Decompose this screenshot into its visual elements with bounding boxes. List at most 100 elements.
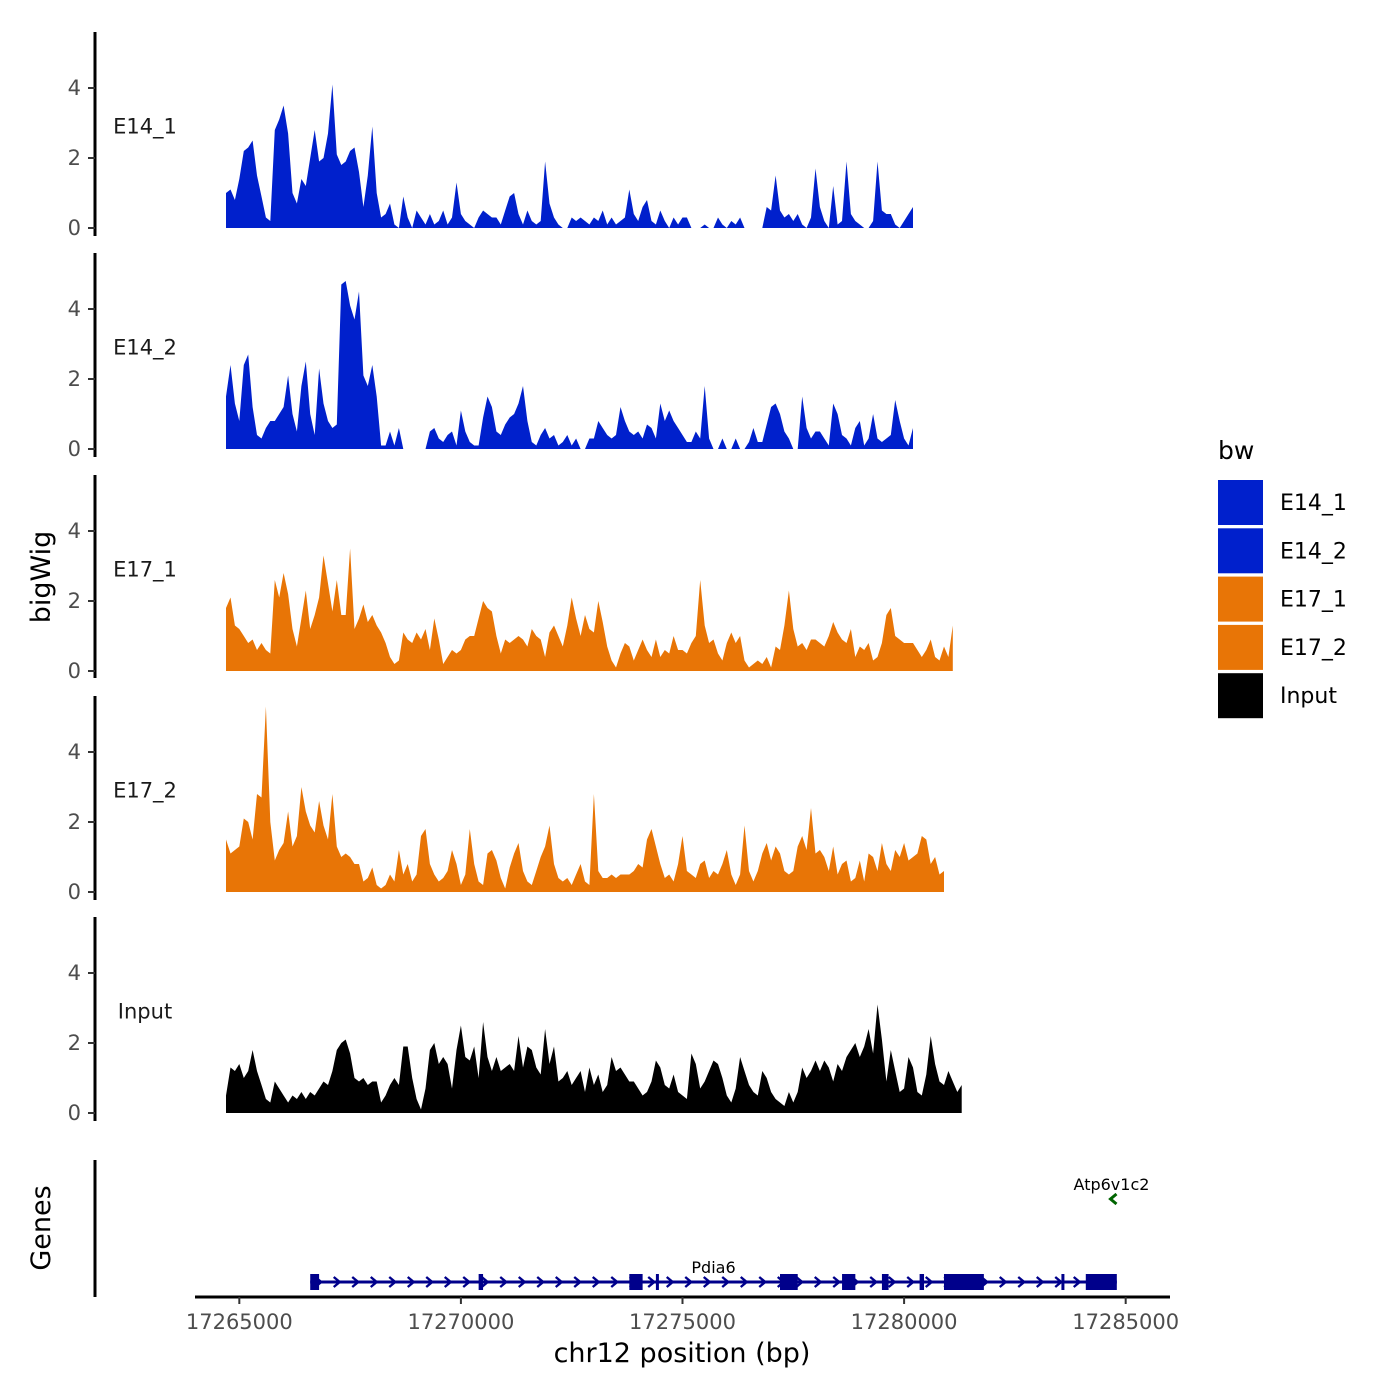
strand-arrow	[351, 1276, 361, 1288]
strand-arrow	[554, 1276, 564, 1288]
legend-item-e14-1: E14_1	[1218, 480, 1347, 525]
y-tick-label: 2	[68, 1031, 81, 1055]
track-input: 0 2 4 Input	[68, 917, 962, 1125]
legend: bw E14_1 E14_2 E17_1 E17_2 Input	[1218, 436, 1347, 719]
strand-arrow	[610, 1276, 620, 1288]
legend-label: E17_1	[1280, 588, 1347, 613]
strand-arrow	[1035, 1276, 1045, 1288]
strand-arrow	[443, 1276, 453, 1288]
legend-label: E14_2	[1280, 539, 1347, 564]
gene-pdia6: Pdia6	[310, 1258, 1117, 1290]
signal-area-e17-2	[226, 706, 944, 892]
y-tick-label: 0	[68, 880, 81, 904]
strand-arrow	[758, 1276, 768, 1288]
strand-arrow	[869, 1276, 879, 1288]
gene-exon	[310, 1274, 320, 1290]
legend-swatch	[1218, 673, 1263, 719]
y-axis-title: bigWig	[26, 531, 57, 624]
y-tick-label: 0	[68, 1101, 81, 1125]
track-label: E14_1	[113, 115, 177, 140]
strand-arrow	[832, 1276, 842, 1288]
track-e17-1: 0 2 4 E17_1	[68, 475, 953, 683]
gene-exon	[919, 1274, 925, 1290]
genes-track: Pdia6 Atp6v1c2	[93, 1160, 1150, 1297]
strand-arrow	[1108, 1192, 1118, 1206]
legend-item-e14-2: E14_2	[1218, 528, 1347, 574]
strand-arrow	[369, 1276, 379, 1288]
gene-label: Atp6v1c2	[1074, 1175, 1150, 1194]
track-label: E14_2	[113, 336, 177, 361]
strand-arrow	[573, 1276, 583, 1288]
track-e14-2: 0 2 4 E14_2	[68, 253, 913, 461]
y-tick-label: 4	[68, 297, 81, 321]
strand-arrow	[647, 1276, 657, 1288]
y-tick-label: 4	[68, 961, 81, 985]
y-tick-label: 4	[68, 76, 81, 100]
signal-tracks: 0 2 4 E14_1 0 2 4 E14_2 0 2 4 E17_1 0 2 4 E17_2 0 2 4 Input	[68, 32, 962, 1125]
strand-arrow	[906, 1276, 916, 1288]
track-label: E17_1	[113, 558, 177, 583]
gene-exon	[478, 1274, 484, 1290]
legend-swatch	[1218, 624, 1263, 670]
signal-area-input	[226, 1004, 962, 1113]
legend-swatch	[1218, 576, 1263, 622]
gene-exon	[655, 1274, 659, 1290]
strand-arrow	[813, 1276, 823, 1288]
x-axis-title: chr12 position (bp)	[554, 1338, 811, 1369]
y-tick-label: 2	[68, 146, 81, 170]
strand-arrow	[517, 1276, 527, 1288]
gene-exon	[842, 1274, 856, 1290]
legend-item-input: Input	[1218, 673, 1337, 719]
gene-atp6v1c2: Atp6v1c2	[1074, 1175, 1150, 1206]
strand-arrow	[388, 1276, 398, 1288]
gene-exon	[1085, 1274, 1117, 1290]
strand-arrow	[406, 1276, 416, 1288]
x-tick-label: 17280000	[851, 1310, 958, 1334]
x-tick-label: 17265000	[186, 1310, 293, 1334]
x-tick-label: 17270000	[407, 1310, 514, 1334]
y-tick-label: 2	[68, 810, 81, 834]
signal-area-e17-1	[226, 548, 953, 671]
strand-arrow	[739, 1276, 749, 1288]
strand-arrow	[1072, 1276, 1082, 1288]
y-tick-label: 2	[68, 589, 81, 613]
genes-axis-title: Genes	[26, 1185, 57, 1270]
legend-label: E17_2	[1280, 636, 1347, 661]
y-tick-label: 0	[68, 216, 81, 240]
strand-arrow	[887, 1276, 897, 1288]
y-tick-label: 0	[68, 437, 81, 461]
x-tick-label: 17275000	[629, 1310, 736, 1334]
strand-arrow	[425, 1276, 435, 1288]
strand-arrow	[462, 1276, 472, 1288]
strand-arrow	[1017, 1276, 1027, 1288]
gene-exon	[1061, 1274, 1065, 1290]
legend-item-e17-1: E17_1	[1218, 576, 1347, 622]
y-tick-label: 0	[68, 659, 81, 683]
strand-arrow	[721, 1276, 731, 1288]
strand-arrow	[795, 1276, 805, 1288]
gene-exon	[881, 1274, 889, 1290]
signal-area-e14-2	[226, 281, 913, 449]
signal-area-e14-1	[226, 84, 913, 228]
legend-label: Input	[1280, 684, 1337, 709]
strand-arrow	[665, 1276, 675, 1288]
strand-arrow	[684, 1276, 694, 1288]
strand-arrow	[536, 1276, 546, 1288]
legend-label: E14_1	[1280, 491, 1347, 516]
legend-swatch	[1218, 480, 1263, 525]
strand-arrow	[480, 1276, 490, 1288]
legend-title: bw	[1218, 436, 1254, 465]
legend-swatch	[1218, 528, 1263, 574]
gene-exon	[943, 1274, 984, 1290]
gene-label: Pdia6	[691, 1258, 735, 1277]
track-e17-2: 0 2 4 E17_2	[68, 696, 944, 904]
gene-exon	[629, 1274, 643, 1290]
strand-arrow	[702, 1276, 712, 1288]
strand-arrow	[1054, 1276, 1064, 1288]
gene-exon	[780, 1274, 798, 1290]
strand-arrow	[924, 1276, 934, 1288]
strand-arrow	[332, 1276, 342, 1288]
y-tick-label: 2	[68, 367, 81, 391]
x-axis: 17265000 17270000 17275000 17280000 17285000	[186, 1295, 1179, 1334]
